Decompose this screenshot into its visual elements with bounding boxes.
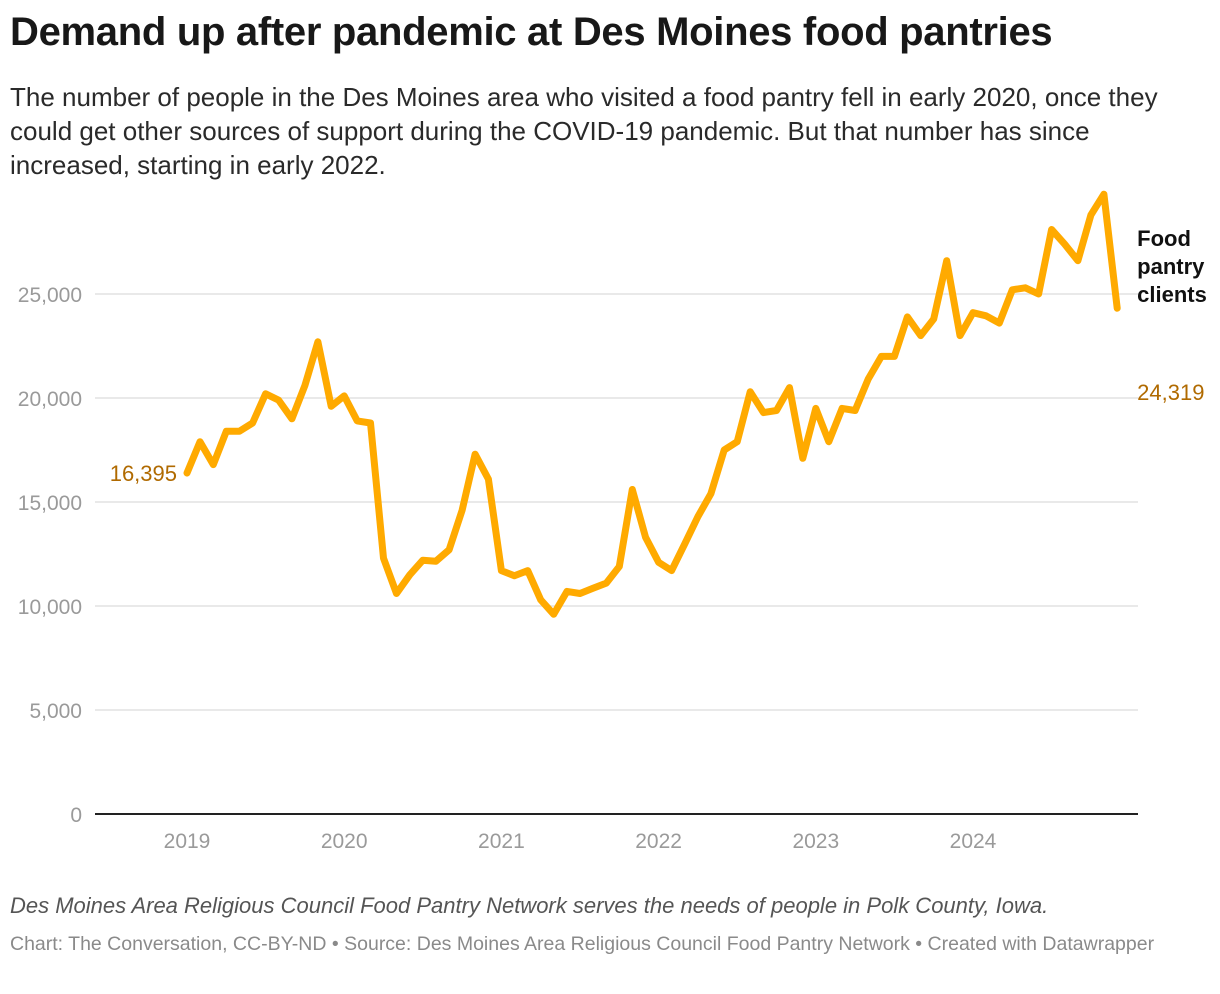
series-name-label: Food pantry clients [1137, 226, 1207, 307]
chart-notes: Des Moines Area Religious Council Food P… [10, 893, 1049, 918]
y-axis-ticks: 0 5,000 10,000 15,000 20,000 25,000 [18, 284, 82, 827]
x-tick-label: 2024 [950, 830, 997, 853]
series-line-food-pantry-clients [183, 190, 1121, 618]
y-tick-label: 15,000 [18, 492, 82, 515]
series-name-line: Food [1137, 226, 1191, 251]
series-name-line: clients [1137, 282, 1207, 307]
chart-footer: Chart: The Conversation, CC-BY-ND • Sour… [10, 933, 1155, 955]
x-tick-label: 2022 [635, 830, 682, 853]
last-value-label: 24,319 [1137, 380, 1204, 405]
x-axis-ticks: 2019 2020 2021 2022 2023 2024 [164, 830, 997, 853]
y-tick-label: 25,000 [18, 284, 82, 307]
y-tick-label: 0 [70, 804, 82, 827]
chart-title: Demand up after pandemic at Des Moines f… [10, 10, 1053, 54]
y-tick-label: 10,000 [18, 596, 82, 619]
x-tick-label: 2020 [321, 830, 368, 853]
gridlines [95, 293, 1138, 711]
x-tick-label: 2023 [792, 830, 839, 853]
y-tick-label: 20,000 [18, 388, 82, 411]
y-tick-label: 5,000 [29, 700, 82, 723]
x-tick-label: 2021 [478, 830, 525, 853]
series-name-line: pantry [1137, 254, 1205, 279]
first-value-label: 16,395 [110, 461, 177, 486]
x-tick-label: 2019 [164, 830, 211, 853]
chart-subtitle: The number of people in the Des Moines a… [10, 82, 1158, 180]
